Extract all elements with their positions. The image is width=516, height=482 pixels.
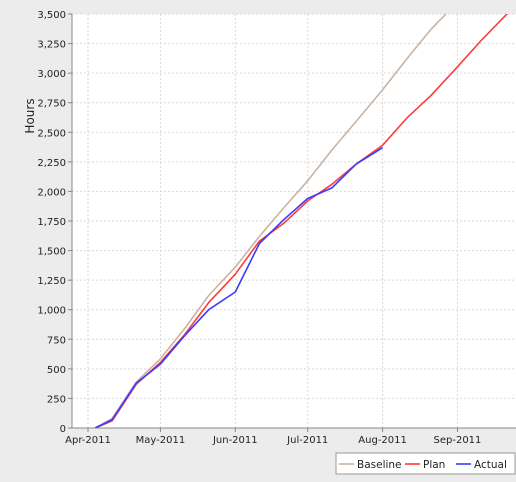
y-tick-label: 750	[47, 335, 66, 346]
y-tick-label: 2,500	[37, 128, 66, 139]
y-tick-label: 2,250	[37, 158, 66, 169]
legend-label-actual: Actual	[474, 459, 507, 471]
axes	[71, 14, 516, 429]
y-tick-label: 1,750	[37, 217, 66, 228]
y-tick-label: 3,500	[37, 10, 66, 21]
x-tick-label: Sep-2011	[434, 435, 482, 446]
legend: Baseline Plan Actual	[335, 452, 516, 475]
y-tick-label: 1,500	[37, 247, 66, 258]
legend-box	[335, 452, 516, 475]
y-tick-label: 3,250	[37, 40, 66, 51]
x-tick-label: Jun-2011	[212, 435, 258, 446]
x-tick-labels: Apr-2011 May-2011 Jun-2011 Jul-2011 Aug-2011…	[65, 435, 482, 446]
y-tick-label: 2,750	[37, 99, 66, 110]
x-tick-label: Apr-2011	[65, 435, 111, 446]
y-tick-label: 500	[47, 365, 66, 376]
x-tick-label: Aug-2011	[358, 435, 407, 446]
x-tick-label: Jul-2011	[286, 435, 328, 446]
y-axis-label: Hours	[23, 98, 37, 133]
grid	[68, 13, 516, 432]
series-line-plan	[94, 14, 509, 428]
legend-label-plan: Plan	[423, 459, 445, 471]
y-tick-label: 2,000	[37, 187, 66, 198]
series	[94, 14, 509, 428]
y-tick-label: 1,000	[37, 306, 66, 317]
y-tick-label: 0	[60, 424, 66, 435]
y-tick-labels: 0 250 500 750 1,000 1,250 1,500 1,750 2,000 2,250…	[37, 10, 66, 435]
y-tick-label: 250	[47, 394, 66, 405]
series-line-actual	[94, 147, 384, 428]
y-tick-label: 1,250	[37, 276, 66, 287]
series-line-baseline	[94, 14, 447, 428]
x-tick-label: May-2011	[136, 435, 186, 446]
legend-label-baseline: Baseline	[357, 459, 402, 471]
y-tick-label: 3,000	[37, 69, 66, 80]
